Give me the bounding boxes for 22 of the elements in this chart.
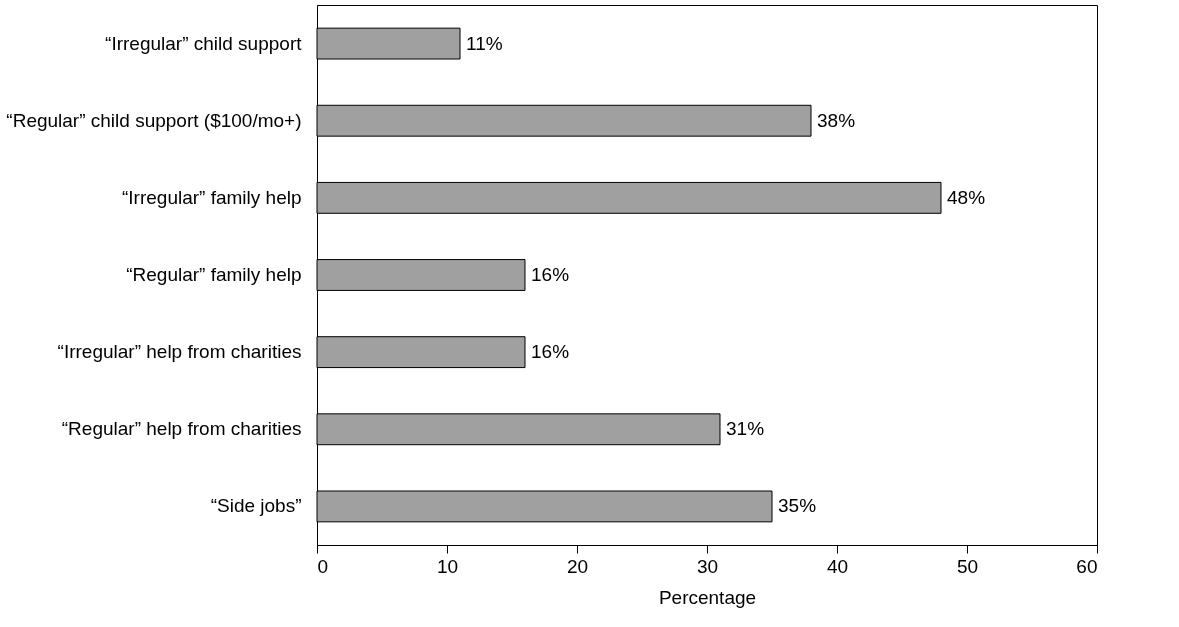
y-tick-label: “Regular” help from charities [61,418,302,440]
y-tick-label: “Side jobs” [210,495,302,517]
data-label: 38% [817,109,856,131]
y-tick-label: “Irregular” help from charities [57,341,302,363]
y-tick-label: “Regular” family help [126,264,302,285]
data-label: 35% [778,495,817,517]
data-label: 16% [531,264,570,285]
x-tick-label: 30 [696,555,719,577]
y-tick-label: “Irregular” family help [122,186,302,208]
data-label: 48% [947,186,986,208]
x-axis-title: Percentage [658,586,757,608]
x-tick-label: 0 [317,555,329,577]
x-tick-label: 60 [1076,555,1098,577]
y-tick-label: “Regular” child support ($100/mo+) [6,109,302,131]
x-tick-label: 50 [956,555,979,577]
y-tick-label: “Irregular” child support [105,32,303,54]
data-label: 11% [466,32,503,54]
data-label: 16% [531,341,570,363]
x-tick-label: 10 [436,555,459,577]
x-tick-label: 40 [826,555,849,577]
x-tick-label: 20 [566,555,589,577]
data-label: 31% [726,418,765,440]
